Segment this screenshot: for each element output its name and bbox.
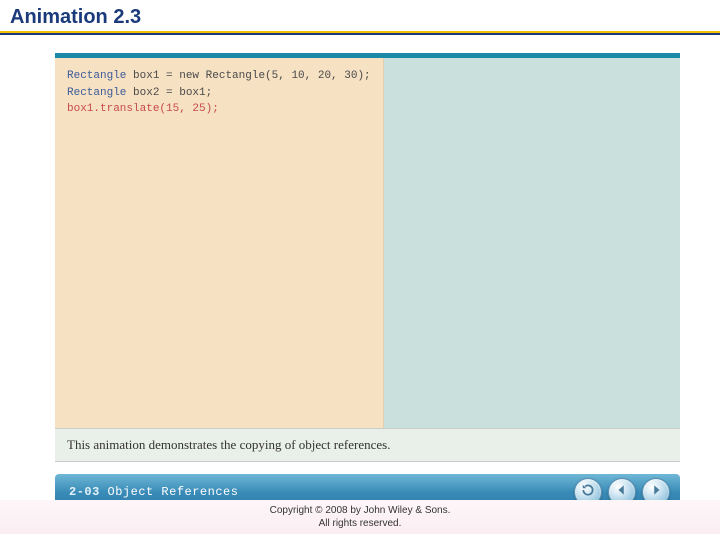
copyright-line-1: Copyright © 2008 by John Wiley & Sons. xyxy=(0,504,720,517)
code-type-keyword: Rectangle xyxy=(67,87,126,99)
arrow-left-icon xyxy=(615,483,629,502)
title-bar: Animation 2.3 xyxy=(0,0,720,31)
animation-frame: Rectangle box1 = new Rectangle(5, 10, 20… xyxy=(55,53,680,510)
caption-bar: This animation demonstrates the copying … xyxy=(55,428,680,462)
code-line: Rectangle box1 = new Rectangle(5, 10, 20… xyxy=(67,68,371,85)
title-underline xyxy=(0,31,720,35)
arrow-right-icon xyxy=(649,483,663,502)
code-active-line: box1.translate(15, 25); xyxy=(67,103,219,115)
panels-container: Rectangle box1 = new Rectangle(5, 10, 20… xyxy=(55,58,680,428)
page-title: Animation 2.3 xyxy=(10,6,710,29)
reload-icon xyxy=(581,483,595,502)
caption-text: This animation demonstrates the copying … xyxy=(67,437,390,452)
code-panel: Rectangle box1 = new Rectangle(5, 10, 20… xyxy=(55,58,384,428)
footer: Copyright © 2008 by John Wiley & Sons. A… xyxy=(0,500,720,534)
code-rest: box1 = new Rectangle(5, 10, 20, 30); xyxy=(126,70,370,82)
nav-label-text: Object References xyxy=(108,485,239,499)
copyright-line-2: All rights reserved. xyxy=(0,517,720,530)
code-line: box1.translate(15, 25); xyxy=(67,101,371,118)
nav-label: 2-03 Object References xyxy=(69,485,238,499)
code-line: Rectangle box2 = box1; xyxy=(67,85,371,102)
code-rest: box2 = box1; xyxy=(126,87,212,99)
nav-label-prefix: 2-03 xyxy=(69,485,100,499)
code-type-keyword: Rectangle xyxy=(67,70,126,82)
diagram-panel xyxy=(384,58,680,428)
